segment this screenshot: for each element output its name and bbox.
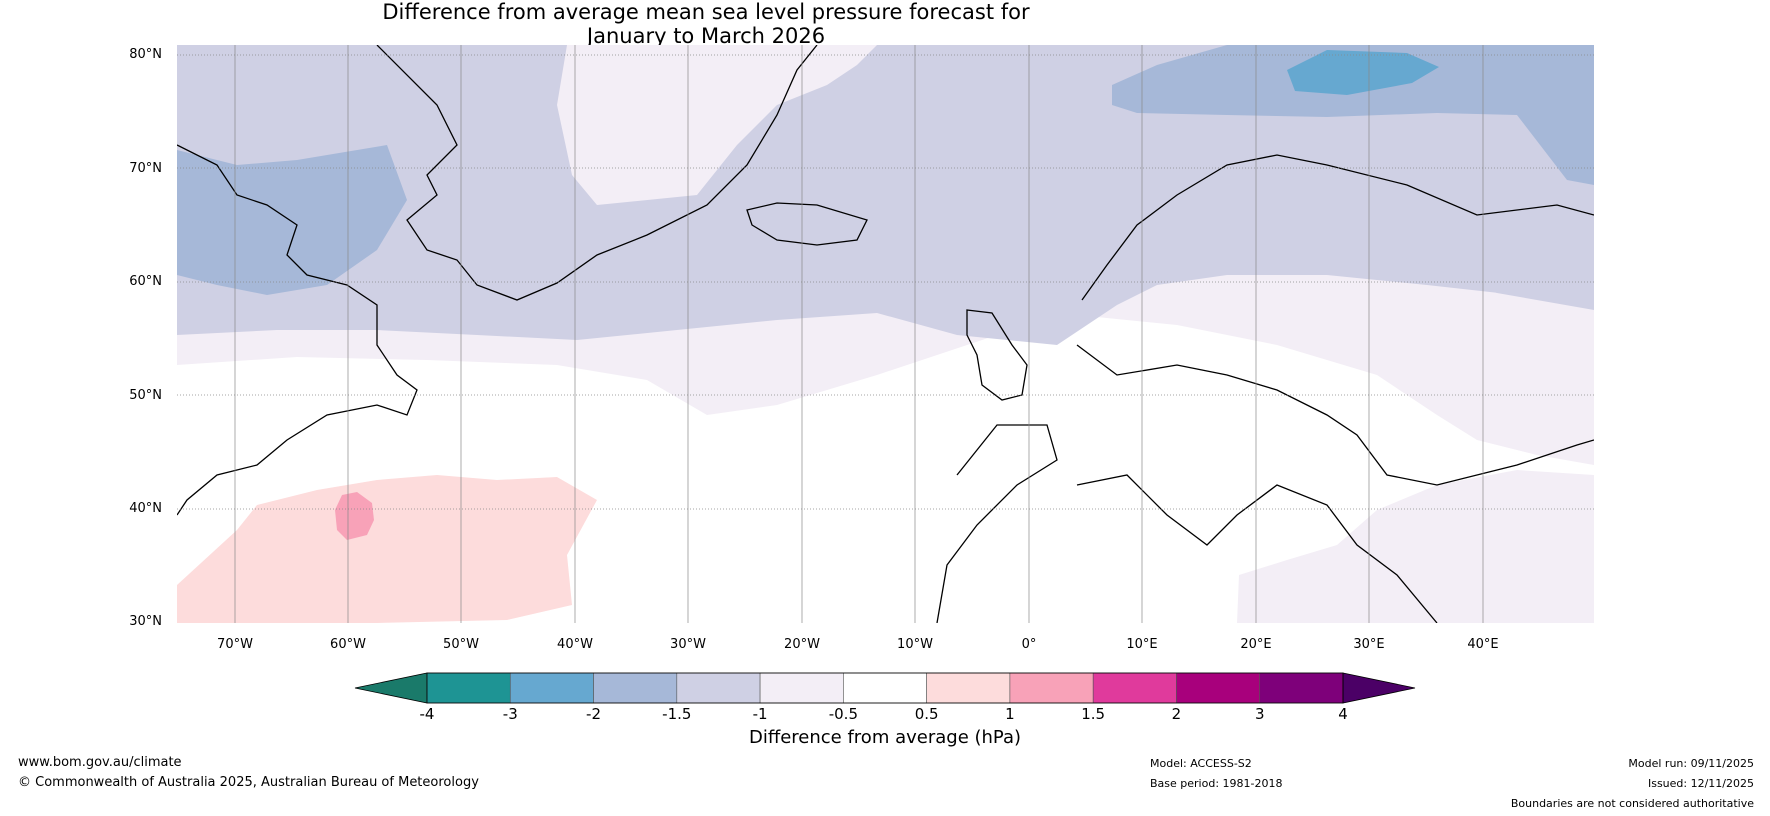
lat-tick-70n: 70°N [129,161,162,176]
lat-tick-50n: 50°N [129,388,162,403]
anomaly-region-minus-1.5-to-minus-1-mid [1267,185,1594,310]
colorbar-bin-6 [926,672,1011,704]
lon-tick-40w: 40°W [557,637,593,652]
canada-coast [177,144,418,516]
lon-tick-70w: 70°W [217,637,253,652]
pressure-anomaly-map [177,45,1594,623]
anomaly-region-1-to-1.5 [335,492,374,540]
colorbar-bin-10 [1259,672,1344,704]
model-name: Model: ACCESS-S2 [1150,757,1252,770]
copyright-text: © Commonwealth of Australia 2025, Austra… [18,775,479,790]
colorbar-label: -3 [502,705,518,723]
lon-tick-30w: 30°W [670,637,706,652]
colorbar-label: -1 [752,705,768,723]
colorbar-bin-8 [1092,672,1177,704]
colorbar-bin-9 [1176,672,1261,704]
colorbar-label: 0.5 [914,705,939,723]
meridians [234,45,1484,623]
title-line-2: January to March 2026 [586,24,826,48]
britain-coast [966,309,1028,401]
graticule [177,54,1594,510]
website-link[interactable]: www.bom.gov.au/climate [18,755,182,770]
greenland-coast [376,45,818,301]
issued-date: Issued: 12/11/2025 [1647,777,1754,790]
anomaly-region-0.5-to-1 [177,475,597,623]
anomaly-region-minus-2-to-minus-1.5-west [177,145,407,295]
lon-tick-50w: 50°W [443,637,479,652]
colorbar-label: -1.5 [662,705,692,723]
colorbar-extend-high [1342,672,1416,704]
iceland-coast [746,202,868,246]
lon-tick-20e: 20°E [1240,637,1272,652]
colorbar-bin-4 [759,672,844,704]
colorbar-bin-0 [426,672,511,704]
lon-tick-10e: 10°E [1126,637,1158,652]
lat-tick-40n: 40°N [129,501,162,516]
colorbar-bin-5 [843,672,927,704]
anomaly-region-minus-1-to-minus-0.5-south [1237,470,1594,623]
colorbar-title: Difference from average (hPa) [748,727,1022,748]
lon-tick-0: 0° [1021,637,1037,652]
lat-tick-30n: 30°N [129,614,162,629]
colorbar-label: 3 [1254,705,1265,723]
europe-coast [936,154,1594,623]
lon-tick-20w: 20°W [784,637,820,652]
lon-tick-60w: 60°W [330,637,366,652]
anomaly-region-minus-1.5-to-minus-1 [177,45,1594,345]
colorbar-label: -2 [586,705,602,723]
colorbar-outline [426,672,1344,704]
coastlines [177,45,1594,623]
colorbar-label: -0.5 [828,705,858,723]
anomaly-region-minus-3-to-minus-2 [1287,50,1439,95]
colorbar-bin-2 [593,672,678,704]
colorbar-bin-3 [676,672,761,704]
lon-tick-30e: 30°E [1353,637,1385,652]
lat-tick-60n: 60°N [129,274,162,289]
base-period: Base period: 1981-2018 [1150,777,1283,790]
colorbar-bin-1 [509,672,594,704]
colorbar-bin-7 [1009,672,1094,704]
boundaries-disclaimer: Boundaries are not considered authoritat… [1510,797,1754,810]
title-line-1: Difference from average mean sea level p… [382,0,1030,24]
colorbar-label: 1 [1005,705,1015,723]
colorbar-label: 4 [1338,705,1348,723]
colorbar-label: 2 [1171,705,1182,723]
colorbar-extend-low [354,672,428,704]
anomaly-region-minus-2-to-minus-1.5-north [1112,45,1594,185]
colorbar-label: -4 [419,705,435,723]
lat-tick-80n: 80°N [129,47,162,62]
colorbar-label: 1.5 [1081,705,1106,723]
model-run-date: Model run: 09/11/2025 [1628,757,1754,770]
chart-title: Difference from average mean sea level p… [0,0,1412,48]
lon-tick-10w: 10°W [897,637,933,652]
lon-tick-40e: 40°E [1467,637,1499,652]
